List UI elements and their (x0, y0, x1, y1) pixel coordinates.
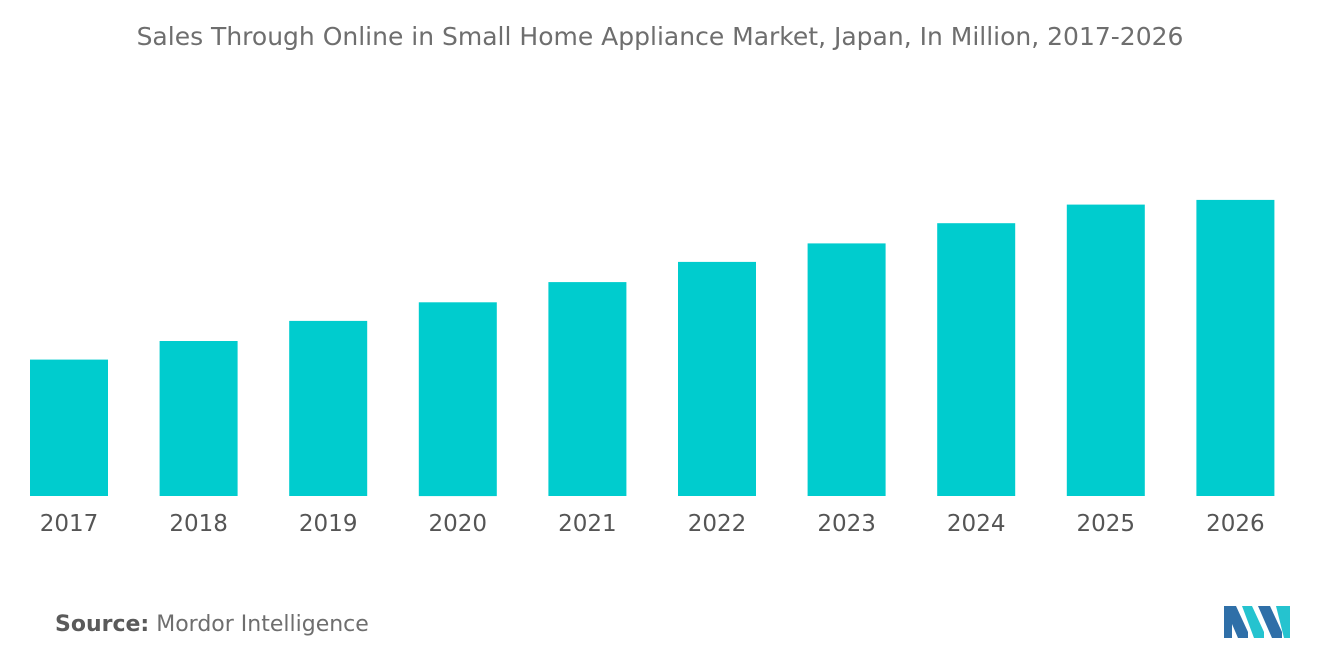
bar-2018 (159, 341, 238, 496)
x-tick-label-2026: 2026 (1206, 511, 1265, 537)
bar-2023 (807, 243, 886, 496)
bar-2017 (30, 359, 108, 496)
x-tick-label-2024: 2024 (947, 511, 1006, 537)
x-tick-label-2019: 2019 (299, 511, 358, 537)
bar-2022 (678, 261, 756, 496)
source-text: Mordor Intelligence (156, 612, 369, 637)
bar-2021 (548, 282, 627, 496)
source-label: Source: (55, 612, 150, 637)
bar-2024 (937, 223, 1016, 496)
x-tick-label-2022: 2022 (688, 511, 747, 537)
bars-group (30, 199, 1275, 497)
bar-2026 (1196, 199, 1275, 496)
bar-2020 (418, 302, 497, 497)
x-tick-label-2020: 2020 (429, 511, 488, 537)
x-tick-label-2018: 2018 (169, 511, 228, 537)
x-tick-labels: 2017 2018 2019 2020 2021 2022 2023 2024 2025 2026 (40, 511, 1265, 537)
x-tick-label-2025: 2025 (1077, 511, 1136, 537)
source-note: Source: Mordor Intelligence (55, 612, 369, 637)
mordor-intelligence-logo-icon (1224, 606, 1290, 638)
x-tick-label-2023: 2023 (817, 511, 876, 537)
bar-2019 (289, 320, 368, 496)
x-tick-label-2017: 2017 (40, 511, 99, 537)
chart-title: Sales Through Online in Small Home Appli… (136, 22, 1184, 51)
bar-2025 (1066, 204, 1145, 496)
x-tick-label-2021: 2021 (558, 511, 617, 537)
